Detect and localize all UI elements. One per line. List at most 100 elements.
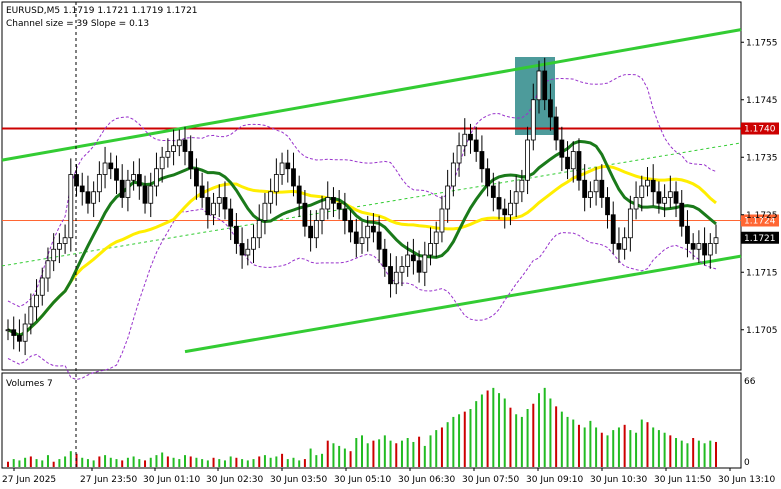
candle-body xyxy=(216,197,222,204)
candle-body xyxy=(662,197,668,204)
y-tick-label: 1.1735 xyxy=(746,153,778,163)
candle-body xyxy=(645,179,650,187)
candle-body xyxy=(502,208,508,216)
x-tick-label: 30 Jun 07:50 xyxy=(462,475,519,485)
candle-body xyxy=(371,225,376,233)
candle-body xyxy=(45,260,51,279)
volumes-label: Volumes 7 xyxy=(6,379,53,389)
candle-body xyxy=(576,151,582,181)
x-tick-label: 30 Jun 11:50 xyxy=(654,475,711,485)
candle-body xyxy=(416,260,422,273)
x-tick-label: 30 Jun 13:10 xyxy=(718,475,775,485)
candle-body xyxy=(679,202,685,227)
resistance-level-tag xyxy=(741,122,779,135)
bid-tag-label: 1.1721 xyxy=(744,234,776,244)
candle-body xyxy=(308,225,314,239)
candle-body xyxy=(359,237,365,244)
candle-body xyxy=(136,174,142,187)
orange-level-tag-label: 1.1724 xyxy=(744,217,776,227)
x-tick-label: 30 Jun 01:10 xyxy=(143,475,200,485)
candle-body xyxy=(570,151,576,170)
candle-body xyxy=(513,191,519,204)
candle-body xyxy=(388,266,393,285)
candle-body xyxy=(22,323,28,342)
candle-body xyxy=(79,185,85,193)
candle-body xyxy=(268,191,274,204)
candle-body xyxy=(439,208,445,233)
candle-body xyxy=(673,191,679,204)
x-tick-label: 30 Jun 06:30 xyxy=(398,475,455,485)
candle-body xyxy=(256,220,262,239)
resistance-level-tag-label: 1.1740 xyxy=(744,125,776,135)
candle-body xyxy=(548,99,553,118)
candle-body xyxy=(610,214,616,244)
candle-body xyxy=(34,294,39,308)
candle-body xyxy=(428,243,433,256)
candle-body xyxy=(353,231,359,244)
candle-body xyxy=(479,151,485,170)
candle-body xyxy=(490,185,496,198)
symbol-line: EURUSD,M5 1.1719 1.1721 1.1719 1.1721 xyxy=(6,6,198,16)
x-tick-label: 30 Jun 03:50 xyxy=(270,475,327,485)
candle-body xyxy=(553,116,559,141)
candle-body xyxy=(211,202,216,216)
x-tick-label: 30 Jun 09:10 xyxy=(526,475,583,485)
candle-body xyxy=(525,139,530,181)
candle-body xyxy=(433,231,439,244)
candle-body xyxy=(148,185,154,204)
candle-body xyxy=(462,133,468,147)
candle-body xyxy=(119,179,125,198)
candle-body xyxy=(587,191,593,198)
candle-body xyxy=(56,243,62,250)
x-tick-label: 30 Jun 05:10 xyxy=(334,475,391,485)
main-panel-frame xyxy=(1,1,742,371)
candle-body xyxy=(296,185,302,204)
candle-body xyxy=(690,243,696,250)
candle-body xyxy=(96,174,102,193)
candle-body xyxy=(222,197,228,210)
orange-level-tag xyxy=(741,214,779,227)
candle-body xyxy=(496,197,502,210)
candle-body xyxy=(199,185,205,198)
channel-upper xyxy=(1,28,742,162)
candle-body xyxy=(593,179,599,193)
candle-body xyxy=(405,254,411,267)
candle-body xyxy=(319,208,325,221)
y-tick-label: 1.1755 xyxy=(746,38,778,48)
y-tick-label: 1.1715 xyxy=(746,268,778,278)
candle-body xyxy=(622,237,628,250)
candle-body xyxy=(194,168,199,187)
candle-body xyxy=(713,237,719,244)
candle-body xyxy=(205,197,211,216)
candle-body xyxy=(154,168,159,187)
candle-body xyxy=(28,306,34,325)
candle-body xyxy=(165,151,171,158)
volume-max-label: 66 xyxy=(744,377,756,387)
bid-tag xyxy=(741,231,779,244)
candle-body xyxy=(102,162,108,175)
candle-body xyxy=(399,266,405,273)
candle-body xyxy=(605,197,610,216)
candle-body xyxy=(239,243,245,256)
candle-body xyxy=(473,139,479,152)
candle-body xyxy=(696,243,702,250)
candle-body xyxy=(159,156,165,170)
candle-body xyxy=(125,179,131,198)
candle-body xyxy=(667,191,673,198)
candle-body xyxy=(519,179,525,193)
candle-body xyxy=(331,197,336,204)
volume-zero-label: 0 xyxy=(744,458,750,468)
candle-body xyxy=(542,70,548,101)
candle-body xyxy=(616,243,622,250)
candle-body xyxy=(536,70,542,101)
candle-body xyxy=(365,225,371,239)
y-tick-label: 1.1745 xyxy=(746,96,778,106)
candle-body xyxy=(382,248,388,267)
candle-body xyxy=(182,139,188,152)
candle-body xyxy=(485,168,491,187)
candle-body xyxy=(142,185,148,204)
candle-body xyxy=(376,231,382,250)
candle-body xyxy=(131,174,137,181)
candle-body xyxy=(582,179,588,198)
